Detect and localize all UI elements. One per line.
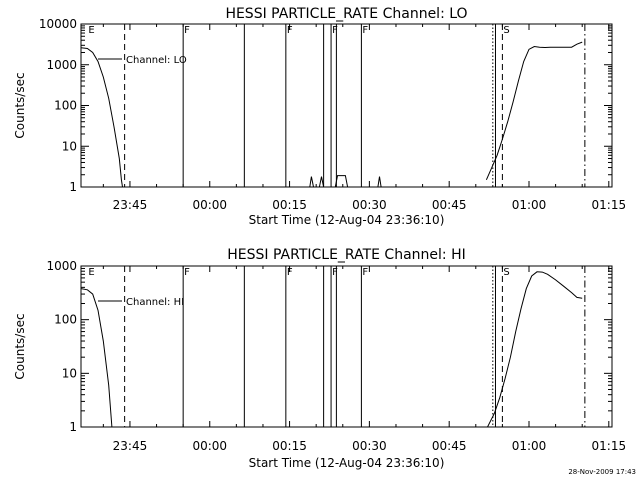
event-marker-label: F — [184, 25, 190, 36]
event-marker-label: F — [287, 267, 293, 278]
event-marker-label: F — [332, 25, 338, 36]
x-tick-label: 00:00 — [192, 439, 227, 453]
plot-area — [81, 24, 586, 187]
x-axis-label: Start Time (12-Aug-04 23:36:10) — [249, 456, 445, 470]
noise-burst — [334, 175, 349, 187]
y-axis-label: Counts/sec — [13, 72, 27, 138]
event-marker-label: E — [88, 25, 94, 36]
y-tick-label: 10 — [62, 139, 77, 153]
event-marker-label: S — [503, 267, 509, 278]
x-tick-label: 23:45 — [113, 198, 148, 212]
x-tick-label: 01:00 — [512, 198, 547, 212]
chart-panel-1: HESSI PARTICLE_RATE Channel: LO Counts/se… — [13, 6, 626, 227]
x-tick-label: 01:15 — [592, 439, 627, 453]
x-tick-label: 01:00 — [512, 439, 547, 453]
series-line — [487, 271, 583, 427]
x-tick-label: 01:15 — [592, 198, 627, 212]
event-marker-label: F — [332, 267, 338, 278]
timestamp-footer: 28-Nov-2009 17:43 — [568, 468, 636, 476]
noise-burst — [318, 176, 325, 187]
x-tick-label: 00:15 — [272, 439, 307, 453]
x-axis-label: Start Time (12-Aug-04 23:36:10) — [249, 213, 445, 227]
x-tick-label: 00:30 — [352, 439, 387, 453]
y-axis-label: Counts/sec — [13, 313, 27, 379]
noise-burst — [309, 176, 314, 187]
noise-burst — [377, 176, 382, 187]
legend-label: Channel: LO — [126, 55, 187, 66]
y-tick-label: 10 — [62, 366, 77, 380]
x-tick-label: 00:45 — [432, 198, 467, 212]
y-tick-label: 1 — [69, 180, 77, 194]
chart-title: HESSI PARTICLE_RATE Channel: HI — [227, 247, 465, 263]
series-line — [485, 41, 583, 181]
event-marker-label: F — [362, 25, 368, 36]
y-tick-label: 1000 — [46, 58, 77, 72]
y-tick-label: 100 — [54, 99, 77, 113]
series-line — [81, 288, 113, 427]
plot-frame — [80, 23, 613, 188]
plot-frame — [80, 265, 613, 428]
event-marker-label: E — [88, 267, 94, 278]
x-tick-label: 00:15 — [272, 198, 307, 212]
event-marker-label: F — [287, 25, 293, 36]
x-tick-label: 23:45 — [113, 439, 148, 453]
event-marker-label: F — [184, 267, 190, 278]
event-marker-label: S — [503, 25, 509, 36]
event-marker-label: F — [362, 267, 368, 278]
x-tick-label: 00:00 — [192, 198, 227, 212]
series-line — [81, 47, 123, 187]
y-tick-label: 1 — [69, 420, 77, 434]
x-tick-label: 00:30 — [352, 198, 387, 212]
chart-title: HESSI PARTICLE_RATE Channel: LO — [225, 6, 467, 22]
y-tick-label: 100 — [54, 313, 77, 327]
x-tick-label: 00:45 — [432, 439, 467, 453]
legend-label: Channel: HI — [126, 297, 184, 308]
y-tick-label: 10000 — [39, 17, 77, 31]
plot-area — [81, 266, 586, 427]
chart-panel-2: HESSI PARTICLE_RATE Channel: HI Counts/se… — [13, 247, 626, 470]
y-tick-label: 1000 — [46, 259, 77, 273]
